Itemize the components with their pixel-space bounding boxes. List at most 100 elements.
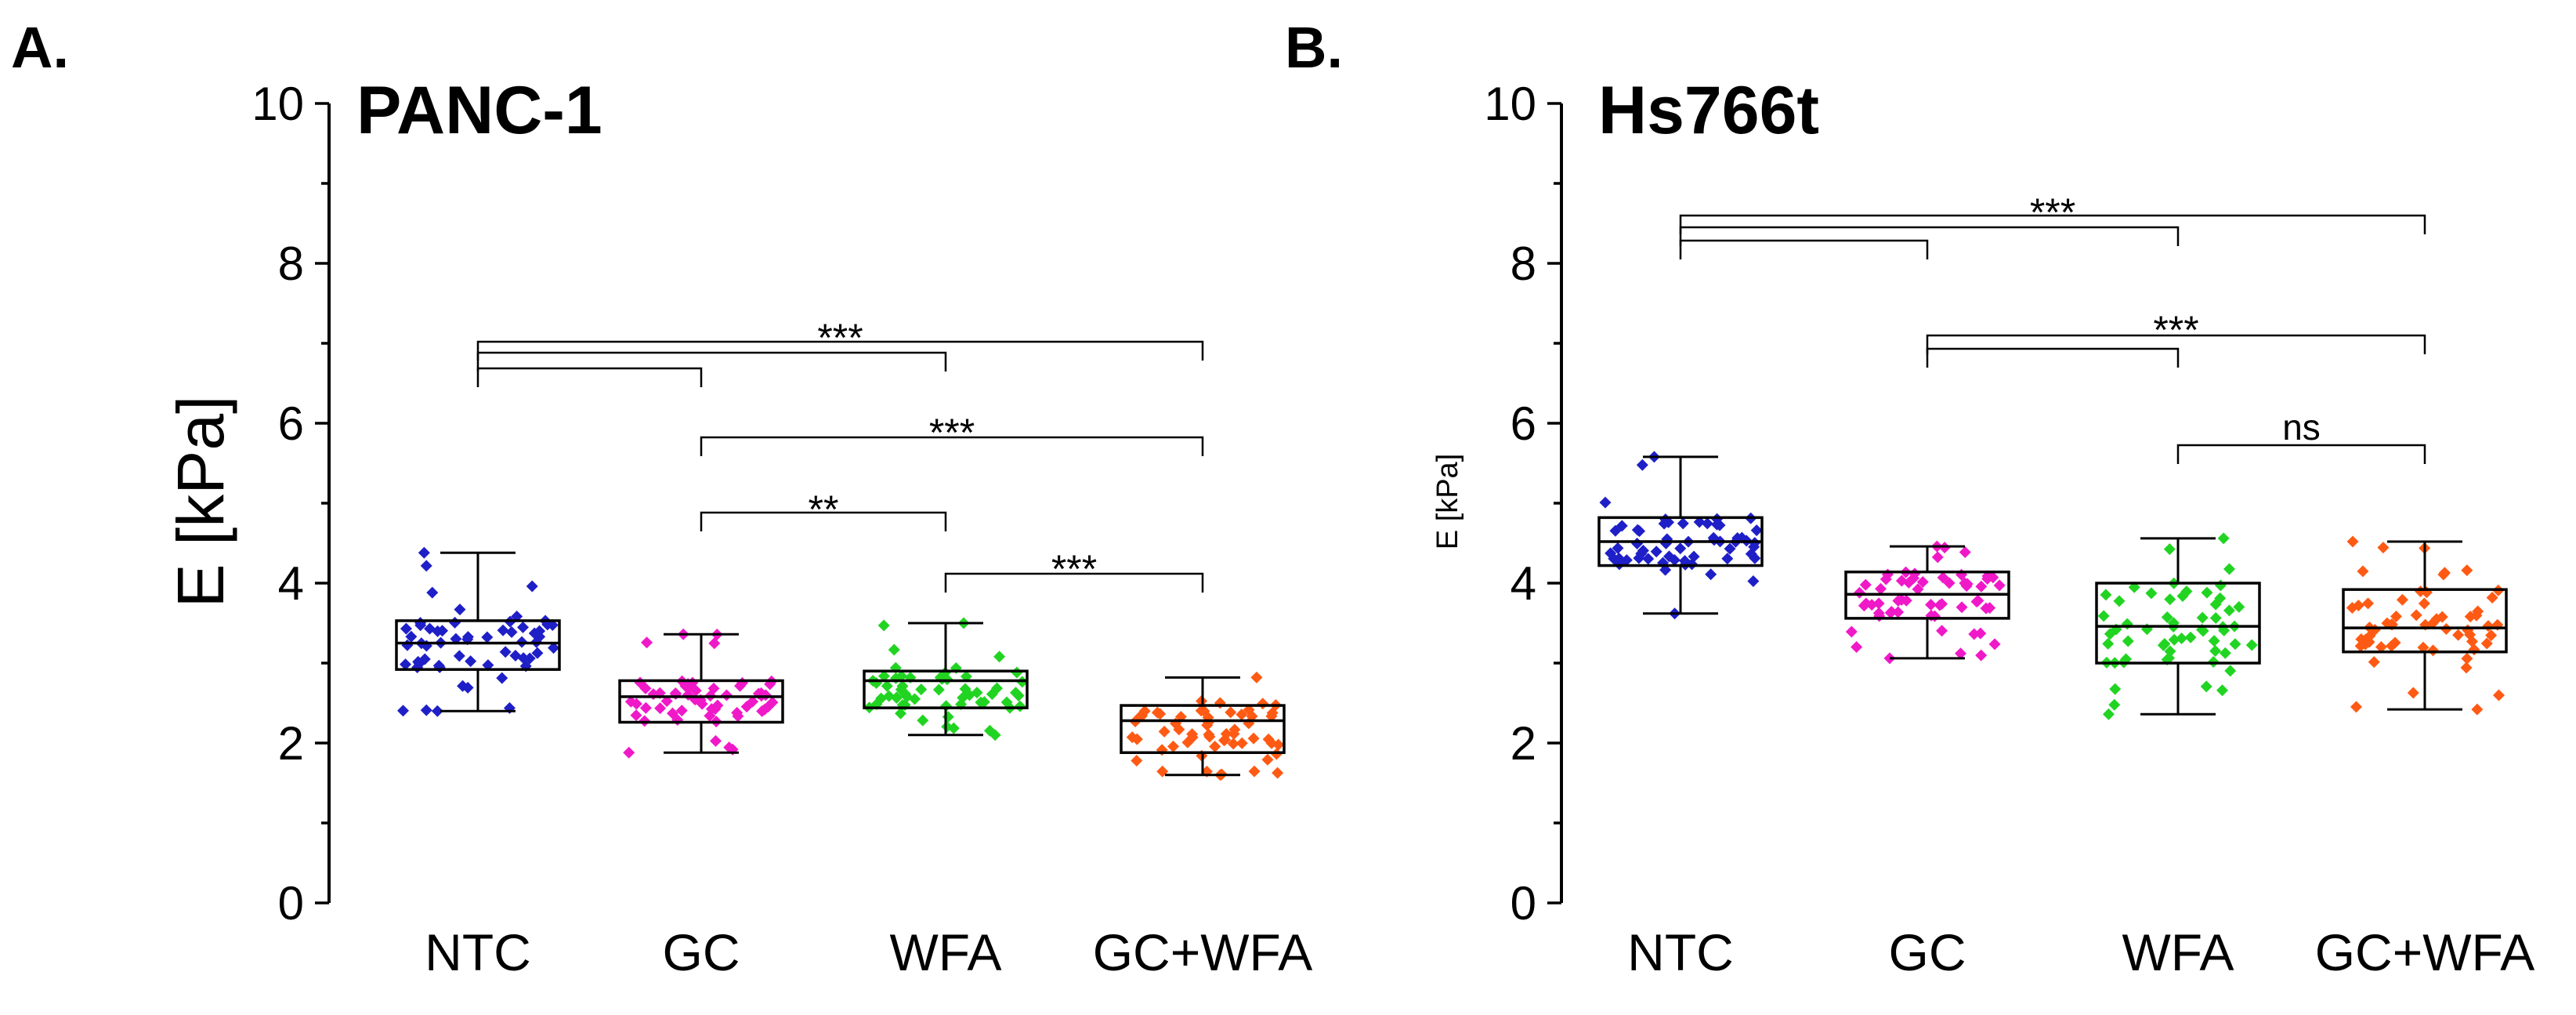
panel-b-point-gc-wfa [2466, 635, 2478, 647]
panel-a-category-label: GC [663, 923, 740, 981]
panel-a-point-wfa [947, 722, 960, 734]
panel-a-point-wfa [932, 683, 945, 696]
panel-b-point-ntc [1668, 553, 1681, 566]
panel-a-letter: A. [11, 15, 69, 80]
panel-a-point-gc-wfa [1195, 705, 1207, 717]
panel-b-ytick-label: 6 [1511, 397, 1536, 450]
panel-b-point-wfa [2197, 625, 2209, 637]
panel-b-point-ntc [1701, 517, 1713, 530]
panel-a-point-gc [660, 695, 673, 708]
panel-b-point-wfa [2164, 645, 2176, 658]
panel-b-point-wfa [2163, 543, 2176, 556]
panel-a-point-gc-wfa [1272, 767, 1284, 779]
panel-b-point-wfa [2209, 645, 2222, 658]
panel-a-point-gc-wfa [1272, 738, 1285, 751]
panel-a-point-ntc [499, 646, 512, 658]
panel-a-category-label: WFA [890, 923, 1002, 981]
panel-a-point-ntc [420, 560, 432, 572]
panel-a-sig-bracket [476, 351, 947, 372]
panel-b-point-wfa [2209, 612, 2222, 625]
panel-b-point-gc-wfa [2482, 620, 2495, 633]
panel-a-sig-label: *** [929, 411, 975, 455]
panel-b-point-wfa [2104, 628, 2116, 640]
panel-a-point-gc [758, 703, 771, 716]
panel-a-sig-bracket [944, 572, 1204, 593]
panel-b-point-gc [1943, 577, 1956, 589]
panel-b-point-gc-wfa [2438, 567, 2451, 579]
panel-b-point-wfa [2214, 579, 2227, 592]
panel-a-sig-label: *** [1051, 547, 1097, 591]
panel-a-point-gc-wfa [1186, 728, 1199, 741]
panel-b-point-wfa [2216, 684, 2229, 697]
panel-b-point-wfa [2200, 680, 2212, 693]
panel-a-point-gc-wfa [1201, 719, 1214, 731]
panel-b-point-gc [1858, 600, 1870, 612]
panel-a-point-wfa [993, 651, 1006, 663]
panel-a-point-wfa [971, 687, 983, 699]
panel-a-point-gc-wfa [1261, 753, 1274, 766]
panel-b-point-gc-wfa [2410, 609, 2422, 622]
panel-b-point-wfa [2121, 618, 2133, 630]
panel-b-point-ntc [1631, 524, 1644, 536]
panel-a-point-gc-wfa [1158, 725, 1170, 738]
panel-b-sig-bracket [2176, 444, 2426, 464]
panel-a-point-ntc [505, 625, 518, 638]
panel-a-point-wfa [891, 691, 903, 704]
panel-a-point-gc-wfa [1262, 733, 1275, 745]
panel-b-point-wfa [2113, 595, 2126, 607]
panel-b-point-wfa [2219, 647, 2231, 659]
panel-b-point-gc-wfa [2480, 637, 2493, 650]
panel-a-point-gc-wfa [1250, 671, 1263, 683]
panel-a-box [863, 669, 1029, 709]
panel-b-point-gc-wfa [2355, 633, 2368, 645]
panel-b-box [2095, 582, 2261, 665]
panel-a-point-ntc [432, 625, 444, 637]
panel-b-point-gc [1936, 597, 1948, 610]
panel-b-point-ntc [1659, 564, 1672, 576]
panel-b-ytick-label: 0 [1511, 877, 1536, 930]
panel-a-ytick-label: 6 [278, 397, 304, 450]
panel-b-point-ntc [1650, 546, 1662, 558]
panel-a-point-wfa [957, 691, 969, 704]
panel-b-point-gc [1993, 579, 2006, 592]
panel-b-ylabel: E [kPa] [1431, 454, 1464, 550]
panel-a-point-ntc [523, 652, 536, 665]
panel-b-point-gc [1874, 582, 1887, 595]
panel-a-point-gc [675, 705, 688, 717]
panel-a-ytick-label: 4 [278, 557, 304, 610]
panel-a-point-gc-wfa [1225, 706, 1237, 719]
panel-b-point-gc [1865, 599, 1878, 611]
panel-b-point-wfa [2164, 593, 2176, 606]
panel-b-point-ntc [1750, 524, 1763, 537]
panel-a-point-wfa [942, 711, 954, 723]
panel-b-sig-bracket [1926, 347, 2180, 368]
panel-a-point-ntc [420, 704, 432, 716]
panel-b-sig-bracket [1926, 334, 2426, 354]
panel-b-point-gc [1937, 571, 1949, 584]
panel-a-point-gc [630, 709, 642, 722]
panel-b-point-gc [1912, 583, 1924, 596]
panel-b-point-ntc [1677, 517, 1689, 530]
panel-a-point-ntc [496, 672, 508, 684]
panel-a-box [1120, 704, 1286, 754]
panel-a-point-ntc [412, 655, 425, 668]
panel-b-point-gc-wfa [2470, 609, 2483, 622]
panel-b-box [2342, 588, 2508, 654]
panel-b-point-ntc [1747, 575, 1760, 587]
panel-b-point-gc-wfa [2452, 629, 2465, 641]
panel-a-category-label: NTC [425, 923, 531, 981]
panel-b-point-ntc [1635, 547, 1648, 560]
panel-a-point-wfa [888, 643, 900, 656]
panel-a-point-wfa [895, 669, 908, 682]
panel-a-box [618, 679, 784, 724]
panel-b-sig-label: ns [2282, 407, 2321, 448]
panel-a-point-gc-wfa [1257, 698, 1269, 710]
panel-a-ytick-label: 0 [278, 877, 304, 930]
panel-a-point-gc [720, 689, 733, 701]
panel-a-point-gc-wfa [1209, 741, 1221, 753]
panel-b-point-wfa [2245, 639, 2258, 651]
panel-a-sig-bracket [700, 511, 947, 531]
panel-b-point-gc [1925, 598, 1937, 611]
panel-b-point-ntc [1642, 553, 1655, 565]
panel-b-point-gc [1892, 594, 1905, 607]
